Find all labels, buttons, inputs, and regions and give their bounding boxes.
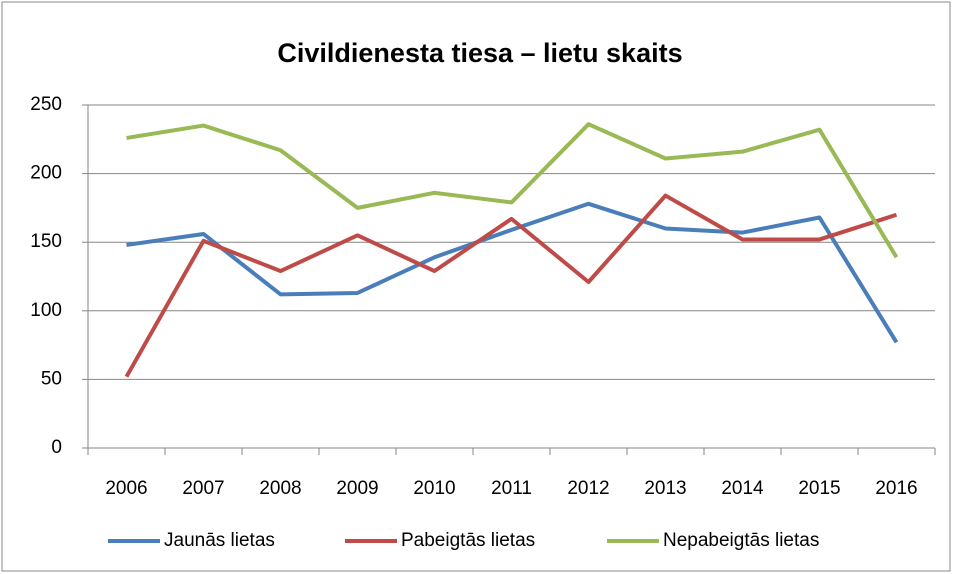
series-line bbox=[124, 193, 898, 378]
series-line bbox=[126, 201, 899, 344]
series-line bbox=[126, 122, 899, 259]
x-tick-label: 2013 bbox=[644, 478, 686, 499]
legend-label: Pabeigtās lietas bbox=[401, 530, 535, 551]
x-tick-label: 2009 bbox=[336, 478, 378, 499]
x-tick-label: 2016 bbox=[875, 478, 917, 499]
x-tick-label: 2006 bbox=[105, 478, 147, 499]
legend-label: Nepabeigtās lietas bbox=[663, 530, 819, 551]
x-tick-label: 2015 bbox=[798, 478, 840, 499]
x-tick-label: 2008 bbox=[259, 478, 301, 499]
x-tick-label: 2011 bbox=[491, 478, 532, 499]
y-tick-label: 0 bbox=[51, 437, 62, 458]
y-tick-label: 50 bbox=[41, 368, 62, 389]
y-tick-label: 150 bbox=[30, 231, 62, 252]
y-tick-label: 100 bbox=[30, 300, 62, 321]
x-tick-label: 2014 bbox=[721, 478, 764, 499]
chart-title: Civildienesta tiesa – lietu skaits bbox=[277, 38, 682, 68]
x-tick-label: 2012 bbox=[567, 478, 609, 499]
x-tick-label: 2010 bbox=[413, 478, 455, 499]
x-tick-label: 2007 bbox=[182, 478, 224, 499]
y-tick-label: 250 bbox=[30, 94, 62, 115]
y-tick-label: 200 bbox=[30, 163, 62, 184]
legend-label: Jaunās lietas bbox=[164, 530, 275, 551]
